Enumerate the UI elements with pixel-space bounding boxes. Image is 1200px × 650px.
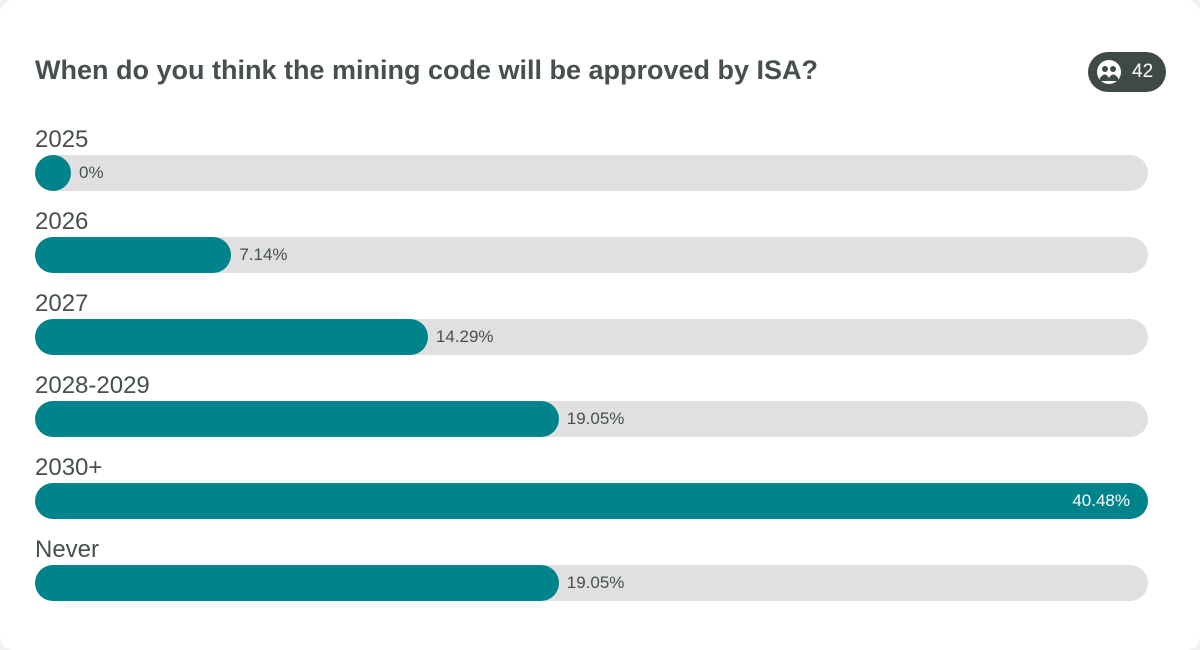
people-icon	[1097, 60, 1121, 84]
option-label: Never	[35, 536, 100, 563]
poll-option: 2025 0%	[35, 125, 1148, 191]
option-percent: 7.14%	[239, 245, 288, 264]
poll-option: 2030+ 40.48%	[35, 453, 1148, 519]
option-bar-fill	[35, 155, 71, 191]
option-label: 2025	[35, 126, 89, 153]
option-label: 2026	[35, 208, 89, 235]
option-bar-fill	[35, 319, 428, 355]
option-bar-fill	[35, 401, 559, 437]
option-bar-track: 19.05%	[35, 565, 1148, 601]
participant-count: 42	[1132, 61, 1154, 82]
option-percent: 0%	[79, 163, 104, 182]
option-label: 2027	[35, 290, 89, 317]
option-bar-track: 14.29%	[35, 319, 1148, 355]
option-percent: 19.05%	[566, 409, 625, 428]
option-bar-track: 40.48%	[35, 483, 1148, 519]
option-label: 2030+	[35, 454, 103, 481]
poll-option: Never 19.05%	[35, 535, 1148, 601]
participants-badge: 42	[1088, 52, 1166, 92]
option-percent: 40.48%	[1072, 491, 1130, 510]
option-bar-track: 19.05%	[35, 401, 1148, 437]
option-percent: 14.29%	[435, 327, 494, 346]
option-label: 2028-2029	[35, 372, 150, 399]
poll-question: When do you think the mining code will b…	[35, 55, 819, 85]
poll-option: 2028-2029 19.05%	[35, 371, 1148, 437]
option-bar-track: 0%	[35, 155, 1148, 191]
option-percent: 19.05%	[566, 573, 625, 592]
option-bar-fill	[35, 565, 559, 601]
option-bar-fill	[35, 483, 1148, 519]
option-bar-track: 7.14%	[35, 237, 1148, 273]
option-bar-fill	[35, 237, 232, 273]
poll-option: 2027 14.29%	[35, 289, 1148, 355]
poll-option: 2026 7.14%	[35, 207, 1148, 273]
